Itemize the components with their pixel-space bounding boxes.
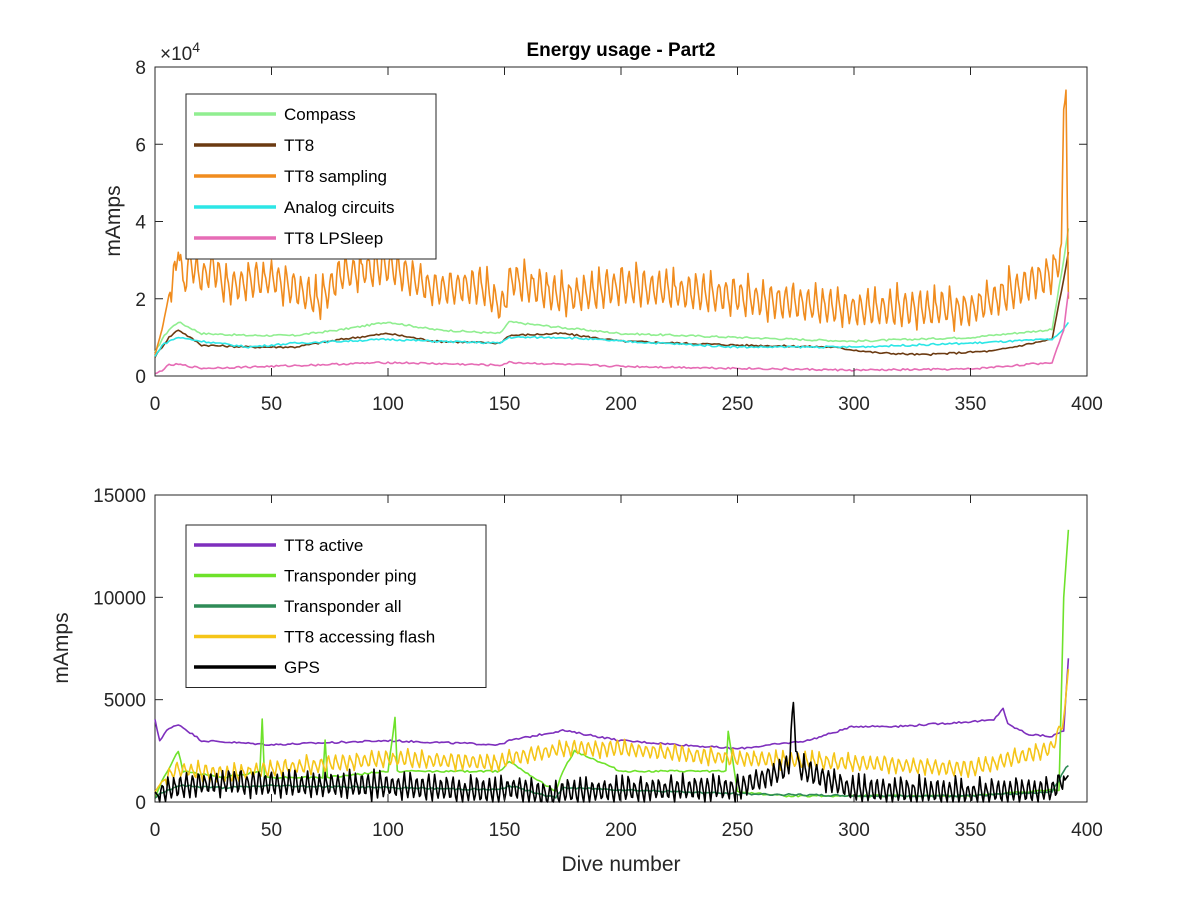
x-tick-label: 200 — [605, 394, 637, 415]
series-line-tt8-active — [154, 658, 1070, 750]
series-line-gps — [154, 701, 1070, 803]
x-tick-label: 400 — [1071, 820, 1103, 841]
x-tick-label: 50 — [261, 820, 282, 841]
top-axes: 0 50 100 150 200 250 300 350 400 0 2 4 6 8 Energy usa… — [102, 39, 1103, 415]
x-tick-label: 350 — [955, 394, 987, 415]
x-tick-label: 250 — [722, 820, 754, 841]
x-tick-label: 150 — [489, 820, 521, 841]
bottom-series-group — [154, 529, 1070, 803]
y-tick-label: 10000 — [93, 588, 146, 609]
y-tick-label: 0 — [135, 793, 146, 814]
bottom-axes: 0 50 100 150 200 250 300 350 400050001000015000 … — [50, 486, 1103, 876]
x-tick-label: 150 — [489, 394, 521, 415]
series-line-compass — [154, 228, 1070, 353]
y-tick-label: 4 — [135, 213, 146, 234]
legend-label-transponder-all: Transponder all — [284, 597, 402, 616]
x-tick-label: 50 — [261, 394, 282, 415]
bottom-ticks-group: 0 50 100 150 200 250 300 350 400 0 5000 10000 15000 — [93, 486, 1103, 841]
top-legend: Compass TT8 TT8 sampling Analog circuits TT8… — [185, 93, 437, 260]
x-tick-label: 300 — [838, 394, 870, 415]
x-tick-label: 100 — [372, 820, 404, 841]
x-tick-label: 350 — [955, 820, 987, 841]
legend-label-tt8-active: TT8 active — [284, 536, 363, 555]
x-tick-label: 200 — [605, 820, 637, 841]
y-tick-label: 5000 — [104, 691, 146, 712]
x-tick-label: 250 — [722, 394, 754, 415]
x-tick-label: 0 — [150, 394, 161, 415]
top-y-axis-label: mAmps — [102, 185, 125, 256]
top-ticks-group: 0 50 100 150 200 250 300 350 400 0 2 4 6 8 — [135, 58, 1102, 415]
legend-label-tt8-accessing-flash: TT8 accessing flash — [284, 628, 435, 647]
series-line-tt8-accessing-flash — [154, 668, 1070, 793]
x-tick-label: 300 — [838, 820, 870, 841]
bottom-legend: TT8 active Transponder ping Transponder al… — [185, 524, 487, 688]
y-tick-label: 0 — [135, 367, 146, 388]
legend-label-analog-circuits: Analog circuits — [284, 198, 395, 217]
x-axis-label: Dive number — [561, 853, 680, 876]
legend-label-tt8-lpsleep: TT8 LPSleep — [284, 229, 383, 248]
series-line-tt8-lpsleep — [154, 291, 1070, 375]
x-tick-label: 100 — [372, 394, 404, 415]
chart-title: Energy usage - Part2 — [526, 40, 715, 61]
bottom-y-axis-label: mAmps — [50, 612, 73, 683]
x-tick-label: 400 — [1071, 394, 1103, 415]
x-tick-label: 0 — [150, 820, 161, 841]
legend-label-tt8: TT8 — [284, 136, 314, 155]
y-exponent-label: ×104 — [160, 39, 200, 65]
y-tick-label: 15000 — [93, 486, 146, 507]
series-line-tt8-sampling — [154, 89, 1070, 356]
series-line-analog-circuits — [154, 321, 1070, 357]
legend-label-tt8-sampling: TT8 sampling — [284, 167, 387, 186]
legend-label-gps: GPS — [284, 658, 320, 677]
legend-label-compass: Compass — [284, 105, 356, 124]
y-tick-label: 8 — [135, 58, 146, 79]
top-series-group — [154, 89, 1070, 375]
y-tick-label: 6 — [135, 135, 146, 156]
legend-label-transponder-ping: Transponder ping — [284, 567, 417, 586]
y-tick-label: 2 — [135, 290, 146, 311]
